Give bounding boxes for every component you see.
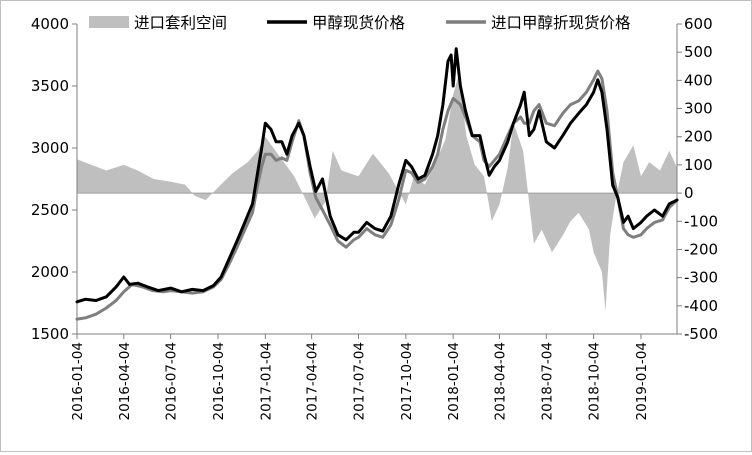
y-left-tick-label: 2000 bbox=[31, 263, 69, 281]
x-tick-label: 2017-10-04 bbox=[399, 342, 415, 420]
y-left-tick-label: 3500 bbox=[31, 77, 69, 95]
x-tick-label: 2017-07-04 bbox=[351, 342, 367, 420]
x-tick-label: 2016-04-04 bbox=[117, 342, 133, 420]
y-right-tick-label: -300 bbox=[684, 269, 718, 287]
y-right-tick-label: -200 bbox=[684, 240, 718, 258]
y-left-tick-label: 3000 bbox=[31, 139, 69, 157]
x-tick-label: 2016-07-04 bbox=[164, 342, 180, 420]
x-tick-label: 2016-01-04 bbox=[70, 342, 86, 420]
y-right-tick-label: -500 bbox=[684, 325, 718, 343]
legend-label: 进口甲醇折现货价格 bbox=[491, 14, 631, 32]
spot-price-line bbox=[75, 47, 679, 304]
x-tick-label: 2018-01-04 bbox=[446, 342, 462, 420]
x-tick-label: 2017-01-04 bbox=[258, 342, 274, 420]
x-tick-label: 2017-04-04 bbox=[305, 342, 321, 420]
price-lines-layer bbox=[75, 47, 679, 321]
y-right-tick-label: 200 bbox=[684, 128, 713, 146]
legend-item-spot-price: 甲醇现货价格 bbox=[267, 14, 406, 32]
legend-item-import-price: 进口甲醇折现货价格 bbox=[446, 14, 631, 32]
legend-label: 进口套利空间 bbox=[134, 14, 227, 32]
x-tick-label: 2018-10-04 bbox=[587, 342, 603, 420]
legend-label: 甲醇现货价格 bbox=[312, 14, 406, 32]
y-left-tick-label: 2500 bbox=[31, 201, 69, 219]
x-tick-label: 2016-10-04 bbox=[211, 342, 227, 420]
x-tick-label: 2018-04-04 bbox=[492, 342, 508, 420]
legend-item-arbitrage: 进口套利空间 bbox=[89, 14, 227, 32]
y-right-tick-label: -100 bbox=[684, 212, 718, 230]
y-right-tick-label: 400 bbox=[684, 71, 713, 89]
y-right-tick-label: 600 bbox=[684, 15, 713, 33]
axes-layer: 150020002500300035004000-500-400-300-200… bbox=[31, 15, 718, 420]
y-left-tick-label: 1500 bbox=[31, 325, 69, 343]
legend: 进口套利空间 甲醇现货价格 进口甲醇折现货价格 bbox=[89, 14, 631, 32]
y-right-tick-label: 0 bbox=[684, 184, 694, 202]
y-right-tick-label: 300 bbox=[684, 100, 713, 118]
x-tick-label: 2019-01-04 bbox=[634, 342, 650, 420]
x-tick-label: 2018-07-04 bbox=[539, 342, 555, 420]
y-right-tick-label: 500 bbox=[684, 43, 713, 61]
y-left-tick-label: 4000 bbox=[31, 15, 69, 33]
legend-swatch-area bbox=[89, 16, 129, 28]
y-right-tick-label: -400 bbox=[684, 297, 718, 315]
y-right-tick-label: 100 bbox=[684, 156, 713, 174]
